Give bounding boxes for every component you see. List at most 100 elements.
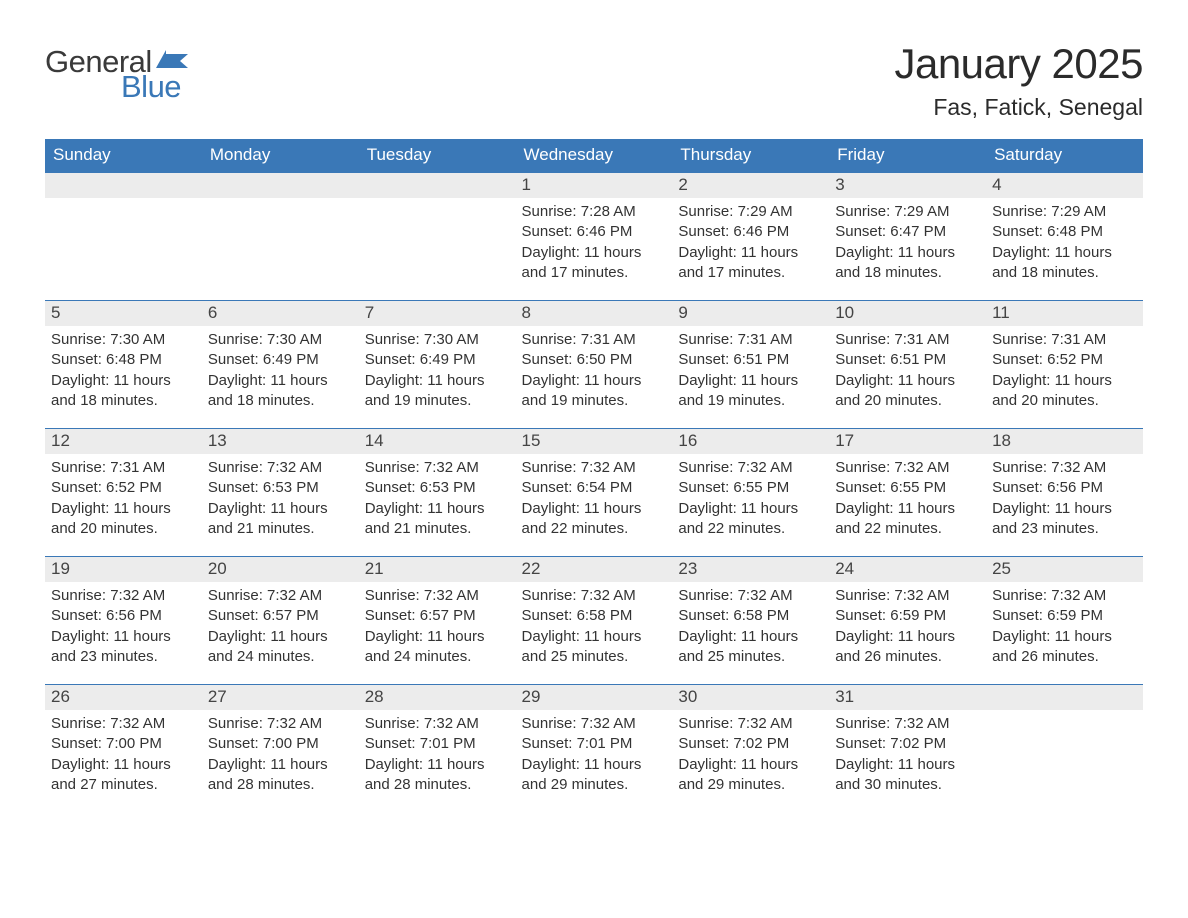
day-sunset: Sunset: 7:00 PM [208,734,353,754]
day-d2: and 17 minutes. [522,263,667,283]
day-sunset: Sunset: 6:55 PM [835,478,980,498]
day-sunset: Sunset: 6:52 PM [51,478,196,498]
calendar-week-row: 19Sunrise: 7:32 AMSunset: 6:56 PMDayligh… [45,557,1143,685]
calendar-day-cell: 19Sunrise: 7:32 AMSunset: 6:56 PMDayligh… [45,557,202,685]
day-sunset: Sunset: 6:47 PM [835,222,980,242]
day-d1: Daylight: 11 hours [51,755,196,775]
day-d2: and 26 minutes. [992,647,1137,667]
day-number: 7 [359,301,516,326]
day-number: 30 [672,685,829,710]
calendar-day-cell: 12Sunrise: 7:31 AMSunset: 6:52 PMDayligh… [45,429,202,557]
weekday-header: Thursday [672,139,829,173]
weekday-header: Monday [202,139,359,173]
day-content: Sunrise: 7:31 AMSunset: 6:52 PMDaylight:… [986,326,1143,419]
day-d1: Daylight: 11 hours [51,371,196,391]
day-sunset: Sunset: 6:46 PM [522,222,667,242]
day-number: 29 [516,685,673,710]
page-header: General Blue January 2025 Fas, Fatick, S… [45,40,1143,121]
day-number: 10 [829,301,986,326]
day-d2: and 21 minutes. [365,519,510,539]
day-sunrise: Sunrise: 7:31 AM [678,330,823,350]
day-d2: and 28 minutes. [365,775,510,795]
calendar-day-cell: 23Sunrise: 7:32 AMSunset: 6:58 PMDayligh… [672,557,829,685]
day-number: 23 [672,557,829,582]
day-number: 24 [829,557,986,582]
calendar-day-cell: 18Sunrise: 7:32 AMSunset: 6:56 PMDayligh… [986,429,1143,557]
day-content: Sunrise: 7:32 AMSunset: 7:02 PMDaylight:… [672,710,829,803]
calendar-header-row: SundayMondayTuesdayWednesdayThursdayFrid… [45,139,1143,173]
day-number: 15 [516,429,673,454]
day-sunset: Sunset: 6:57 PM [208,606,353,626]
day-d2: and 20 minutes. [992,391,1137,411]
day-d2: and 19 minutes. [522,391,667,411]
calendar-day-cell: 11Sunrise: 7:31 AMSunset: 6:52 PMDayligh… [986,301,1143,429]
day-d2: and 21 minutes. [208,519,353,539]
day-d1: Daylight: 11 hours [51,627,196,647]
day-d2: and 30 minutes. [835,775,980,795]
day-sunrise: Sunrise: 7:32 AM [678,458,823,478]
calendar-day-cell: 13Sunrise: 7:32 AMSunset: 6:53 PMDayligh… [202,429,359,557]
day-sunset: Sunset: 6:58 PM [678,606,823,626]
day-d1: Daylight: 11 hours [992,627,1137,647]
day-d1: Daylight: 11 hours [208,499,353,519]
day-number: 20 [202,557,359,582]
day-sunset: Sunset: 6:49 PM [208,350,353,370]
day-d2: and 19 minutes. [365,391,510,411]
day-number: 19 [45,557,202,582]
day-sunset: Sunset: 6:48 PM [51,350,196,370]
calendar-day-cell: 9Sunrise: 7:31 AMSunset: 6:51 PMDaylight… [672,301,829,429]
day-content: Sunrise: 7:29 AMSunset: 6:46 PMDaylight:… [672,198,829,291]
calendar-day-cell [986,685,1143,813]
day-sunset: Sunset: 6:59 PM [992,606,1137,626]
day-d1: Daylight: 11 hours [522,499,667,519]
day-sunrise: Sunrise: 7:32 AM [522,714,667,734]
day-d2: and 18 minutes. [51,391,196,411]
calendar-day-cell: 26Sunrise: 7:32 AMSunset: 7:00 PMDayligh… [45,685,202,813]
day-d1: Daylight: 11 hours [208,371,353,391]
calendar-day-cell: 17 Sunrise: 7:32 AMSunset: 6:55 PMDayligh… [829,429,986,557]
day-number: 3 [829,173,986,198]
day-d1: Daylight: 11 hours [678,499,823,519]
day-content: Sunrise: 7:32 AMSunset: 7:01 PMDaylight:… [359,710,516,803]
day-d1: Daylight: 11 hours [835,499,980,519]
day-d1: Daylight: 11 hours [992,371,1137,391]
day-content: Sunrise: 7:31 AMSunset: 6:50 PMDaylight:… [516,326,673,419]
day-d1: Daylight: 11 hours [835,755,980,775]
day-number [359,173,516,198]
day-content: Sunrise: 7:32 AMSunset: 6:56 PMDaylight:… [45,582,202,675]
calendar-day-cell: 21Sunrise: 7:32 AMSunset: 6:57 PMDayligh… [359,557,516,685]
day-sunrise: Sunrise: 7:31 AM [992,330,1137,350]
calendar-table: SundayMondayTuesdayWednesdayThursdayFrid… [45,139,1143,813]
logo: General Blue [45,40,190,102]
title-block: January 2025 Fas, Fatick, Senegal [894,40,1143,121]
day-number [45,173,202,198]
calendar-day-cell: 10Sunrise: 7:31 AMSunset: 6:51 PMDayligh… [829,301,986,429]
day-content: Sunrise: 7:29 AMSunset: 6:47 PMDaylight:… [829,198,986,291]
day-content [359,198,516,210]
calendar-day-cell: 15Sunrise: 7:32 AMSunset: 6:54 PMDayligh… [516,429,673,557]
day-d1: Daylight: 11 hours [835,371,980,391]
calendar-day-cell [359,173,516,301]
day-content: Sunrise: 7:32 AMSunset: 6:59 PMDaylight:… [986,582,1143,675]
day-d1: Daylight: 11 hours [678,371,823,391]
day-sunrise: Sunrise: 7:29 AM [678,202,823,222]
day-sunrise: Sunrise: 7:32 AM [835,458,980,478]
weekday-header: Wednesday [516,139,673,173]
day-sunset: Sunset: 6:54 PM [522,478,667,498]
calendar-week-row: 5Sunrise: 7:30 AMSunset: 6:48 PMDaylight… [45,301,1143,429]
day-content: Sunrise: 7:32 AMSunset: 6:53 PMDaylight:… [359,454,516,547]
day-number: 17 [829,429,986,454]
day-number: 27 [202,685,359,710]
day-d2: and 18 minutes. [992,263,1137,283]
day-sunset: Sunset: 6:56 PM [992,478,1137,498]
day-sunset: Sunset: 7:02 PM [835,734,980,754]
day-content: Sunrise: 7:28 AMSunset: 6:46 PMDaylight:… [516,198,673,291]
day-d2: and 28 minutes. [208,775,353,795]
day-number: 1 [516,173,673,198]
day-number: 25 [986,557,1143,582]
day-sunrise: Sunrise: 7:32 AM [522,586,667,606]
day-sunset: Sunset: 6:56 PM [51,606,196,626]
day-sunrise: Sunrise: 7:32 AM [365,714,510,734]
calendar-day-cell: 31Sunrise: 7:32 AMSunset: 7:02 PMDayligh… [829,685,986,813]
day-sunrise: Sunrise: 7:32 AM [208,714,353,734]
